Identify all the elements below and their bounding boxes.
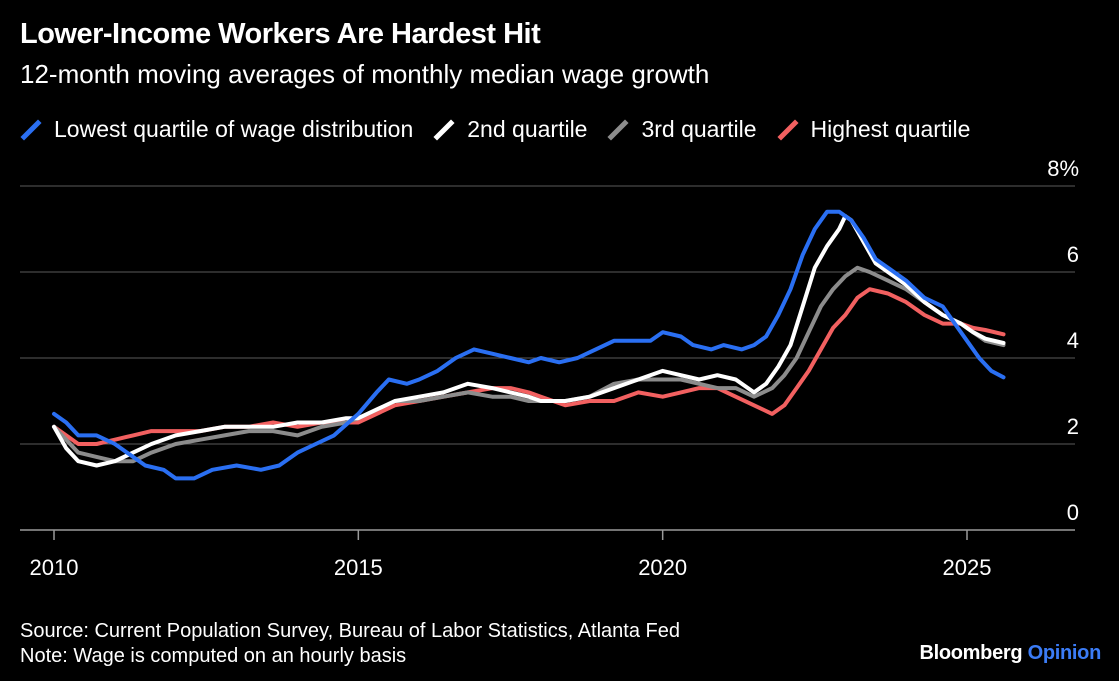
legend-swatch-icon [20,118,42,141]
chart-subtitle: 12-month moving averages of monthly medi… [20,59,710,89]
y-tick-label: 4 [1067,328,1079,353]
legend-item-lowest-quartile[interactable]: Lowest quartile of wage distribution [20,116,413,143]
series-line-lowest [52,209,1006,481]
chart-title: Lower-Income Workers Are Hardest Hit [20,18,541,50]
series-line-2nd [52,214,1006,468]
x-tick-label: 2015 [334,555,383,580]
legend-swatch-icon [607,118,630,141]
legend-swatch-icon [777,118,799,141]
series-line-highest [52,287,1006,446]
legend-label: Highest quartile [810,116,971,142]
y-tick-label: 6 [1067,242,1079,267]
footnote: Note: Wage is computed on an hourly basi… [20,645,407,667]
x-tick-label: 2025 [943,555,992,580]
footnotes: Source: Current Population Survey, Burea… [20,619,680,669]
line-chart: 0 2 4 6 8% 2010 2015 2020 2025 [20,156,1079,580]
legend: Lowest quartile of wage distribution 2nd… [20,116,970,143]
brand-logo: Bloomberg Opinion [919,642,1101,665]
legend-item-2nd-quartile[interactable]: 2nd quartile [433,116,587,143]
legend-label: Lowest quartile of wage distribution [54,116,414,142]
legend-item-highest-quartile[interactable]: Highest quartile [777,116,971,143]
y-tick-label: 8% [1047,156,1079,181]
legend-swatch-icon [433,118,455,141]
legend-label: 3rd quartile [641,116,757,142]
brand-name: Bloomberg [919,642,1023,664]
brand-suffix: Opinion [1027,642,1102,664]
source-note: Source: Current Population Survey, Burea… [20,620,680,642]
y-tick-label: 2 [1067,414,1079,439]
legend-label: 2nd quartile [467,116,588,142]
x-tick-label: 2020 [638,555,687,580]
y-tick-label: 0 [1067,500,1079,525]
legend-item-3rd-quartile[interactable]: 3rd quartile [607,116,757,143]
x-tick-label: 2010 [30,555,79,580]
